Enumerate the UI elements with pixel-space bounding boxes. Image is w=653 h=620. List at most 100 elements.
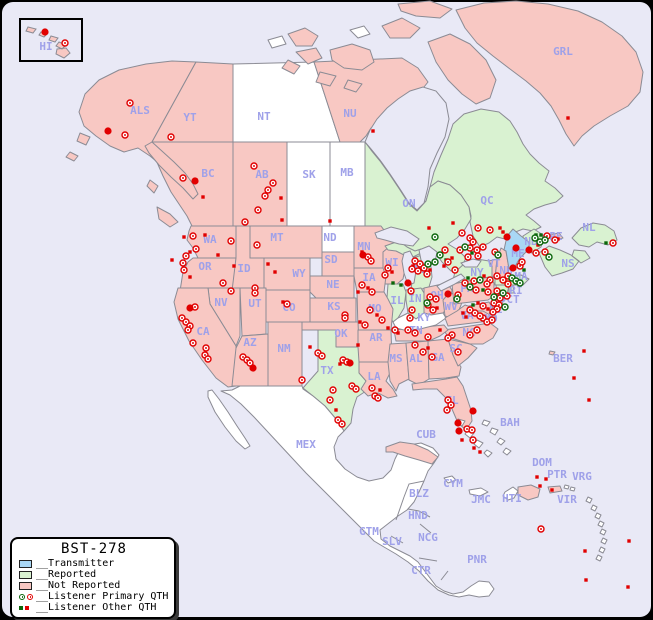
marker-primary-qth bbox=[458, 229, 466, 237]
marker-other-qth bbox=[356, 343, 360, 347]
marker-other-qth bbox=[366, 286, 370, 290]
marker-other-qth bbox=[442, 264, 446, 268]
marker-primary-qth bbox=[167, 133, 175, 141]
marker-other-qth bbox=[334, 408, 338, 412]
border-line-3 bbox=[390, 535, 404, 544]
marker-other-qth bbox=[582, 349, 586, 353]
marker-cluster-dot bbox=[509, 264, 517, 272]
marker-primary-qth bbox=[368, 288, 376, 296]
legend-label-transmitter: __Transmitter bbox=[36, 558, 115, 569]
marker-primary-qth bbox=[551, 236, 559, 244]
marker-other-qth bbox=[438, 328, 442, 332]
marker-other-qth bbox=[396, 331, 400, 335]
legend-glyph-transmitter bbox=[19, 559, 36, 568]
label-IL: IL bbox=[390, 294, 404, 307]
marker-other-qth bbox=[188, 250, 192, 254]
marker-other-qth bbox=[470, 251, 474, 255]
marker-primary-qth bbox=[461, 243, 469, 251]
marker-other-qth bbox=[604, 241, 608, 245]
marker-primary-qth bbox=[423, 299, 431, 307]
label-BAH: BAH bbox=[500, 416, 520, 429]
marker-other-qth bbox=[375, 313, 379, 317]
label-VIR: VIR bbox=[557, 493, 577, 506]
marker-other-qth bbox=[566, 116, 570, 120]
label-NS: NS bbox=[561, 257, 574, 270]
region-MT bbox=[249, 225, 323, 259]
label-CUB: CUB bbox=[416, 428, 436, 441]
marker-primary-qth bbox=[431, 233, 439, 241]
marker-primary-qth bbox=[424, 333, 432, 341]
label-PNR: PNR bbox=[467, 553, 487, 566]
border-line-0 bbox=[403, 480, 425, 498]
marker-other-qth bbox=[460, 438, 464, 442]
legend-item-transmitter: __Transmitter bbox=[19, 558, 169, 569]
marker-cluster-dot bbox=[359, 251, 367, 259]
legend-item-not_reported: __Not Reported bbox=[19, 580, 169, 591]
marker-primary-qth bbox=[326, 396, 334, 404]
marker-primary-qth bbox=[518, 258, 526, 266]
marker-primary-qth bbox=[419, 348, 427, 356]
marker-cluster-dot bbox=[249, 364, 257, 372]
marker-primary-qth bbox=[474, 252, 482, 260]
label-ALS: ALS bbox=[130, 104, 150, 117]
legend-glyph-other_qth bbox=[19, 605, 36, 610]
border-line-6 bbox=[440, 570, 449, 581]
water-body-4 bbox=[436, 273, 466, 292]
legend-label-other_qth: __Listener Other QTH bbox=[36, 602, 157, 613]
label-NL: NL bbox=[582, 221, 596, 234]
marker-other-qth bbox=[471, 303, 475, 307]
island-group-0 bbox=[281, 0, 497, 105]
label-TX: TX bbox=[320, 364, 334, 377]
marker-primary-qth bbox=[447, 401, 455, 409]
region-DOM bbox=[517, 484, 541, 501]
label-VRG: VRG bbox=[572, 470, 592, 483]
label-CYM: CYM bbox=[443, 477, 463, 490]
marker-other-qth bbox=[538, 484, 542, 488]
marker-primary-qth bbox=[384, 264, 392, 272]
marker-primary-qth bbox=[484, 288, 492, 296]
marker-primary-qth bbox=[488, 316, 496, 324]
legend-label-reported: __Reported bbox=[36, 569, 97, 580]
marker-other-qth bbox=[428, 268, 432, 272]
marker-other-qth bbox=[466, 276, 470, 280]
marker-other-qth bbox=[390, 270, 394, 274]
marker-other-qth bbox=[266, 262, 270, 266]
marker-primary-qth bbox=[470, 277, 478, 285]
marker-primary-qth bbox=[411, 341, 419, 349]
marker-primary-qth bbox=[501, 303, 509, 311]
marker-other-qth bbox=[426, 346, 430, 350]
water-body-5 bbox=[460, 258, 482, 268]
marker-primary-qth bbox=[428, 353, 436, 361]
label-KS: KS bbox=[327, 300, 340, 313]
marker-other-qth bbox=[371, 129, 375, 133]
marker-other-qth bbox=[486, 307, 490, 311]
marker-primary-qth bbox=[493, 272, 501, 280]
marker-other-qth bbox=[170, 258, 174, 262]
label-MN: MN bbox=[357, 240, 370, 253]
label-IN: IN bbox=[408, 292, 421, 305]
marker-primary-qth bbox=[253, 241, 261, 249]
marker-other-qth bbox=[472, 446, 476, 450]
marker-primary-qth bbox=[391, 326, 399, 334]
island-group-5 bbox=[585, 496, 608, 562]
marker-primary-qth bbox=[269, 179, 277, 187]
marker-other-qth bbox=[572, 376, 576, 380]
label-DOM: DOM bbox=[532, 456, 552, 469]
legend-box: BST-278 __Transmitter __Reported __Not Rep… bbox=[10, 537, 176, 619]
marker-other-qth bbox=[279, 196, 283, 200]
marker-primary-qth bbox=[192, 245, 200, 253]
label-VT: VT bbox=[487, 257, 501, 270]
marker-cluster-dot bbox=[525, 246, 533, 254]
label-HND: HND bbox=[408, 509, 428, 522]
marker-primary-qth bbox=[466, 283, 474, 291]
marker-primary-qth bbox=[469, 238, 477, 246]
marker-cluster-dot bbox=[469, 407, 477, 415]
marker-primary-qth bbox=[499, 276, 507, 284]
marker-primary-qth bbox=[408, 306, 416, 314]
marker-primary-qth bbox=[464, 253, 472, 261]
label-ON: ON bbox=[402, 197, 415, 210]
label-WY: WY bbox=[292, 267, 306, 280]
border-line-1 bbox=[395, 496, 405, 521]
marker-other-qth bbox=[501, 230, 505, 234]
marker-other-qth bbox=[358, 320, 362, 324]
